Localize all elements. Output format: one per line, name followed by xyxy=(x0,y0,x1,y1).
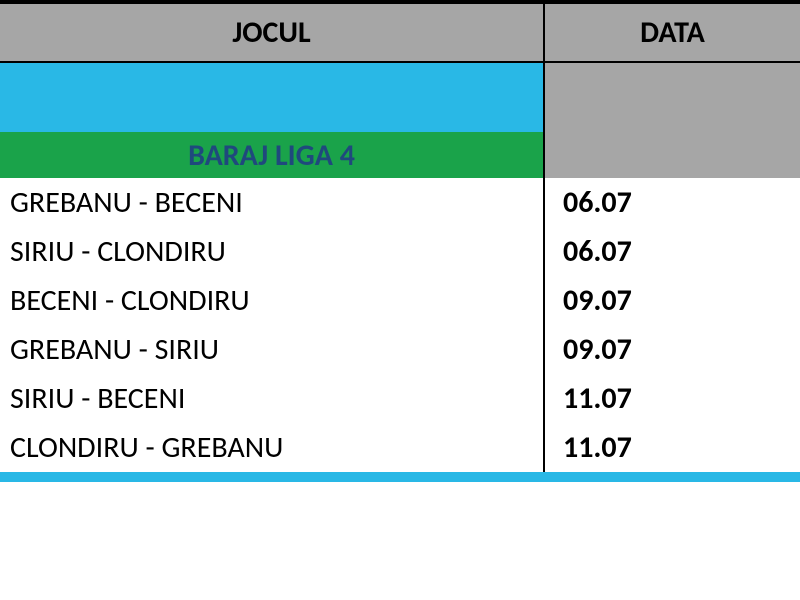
match-date: 06.07 xyxy=(544,227,800,276)
spacer-blue-cell xyxy=(0,62,544,132)
header-row: JOCUL DATA xyxy=(0,2,800,62)
match-date: 09.07 xyxy=(544,276,800,325)
section-row: BARAJ LIGA 4 xyxy=(0,132,800,178)
footer-strip xyxy=(0,472,800,482)
match-fixture: BECENI - CLONDIRU xyxy=(0,276,544,325)
spacer-gray-cell xyxy=(544,62,800,132)
match-date: 11.07 xyxy=(544,423,800,472)
header-jocul: JOCUL xyxy=(0,2,544,62)
match-date: 09.07 xyxy=(544,325,800,374)
match-fixture: GREBANU - BECENI xyxy=(0,178,544,227)
table-row: SIRIU - BECENI 11.07 xyxy=(0,374,800,423)
match-fixture: SIRIU - BECENI xyxy=(0,374,544,423)
match-fixture: SIRIU - CLONDIRU xyxy=(0,227,544,276)
spacer-row xyxy=(0,62,800,132)
header-data: DATA xyxy=(544,2,800,62)
match-date: 11.07 xyxy=(544,374,800,423)
match-fixture: GREBANU - SIRIU xyxy=(0,325,544,374)
section-empty-cell xyxy=(544,132,800,178)
table-row: SIRIU - CLONDIRU 06.07 xyxy=(0,227,800,276)
match-fixture: CLONDIRU - GREBANU xyxy=(0,423,544,472)
section-title: BARAJ LIGA 4 xyxy=(0,132,544,178)
table-row: GREBANU - SIRIU 09.07 xyxy=(0,325,800,374)
footer-strip-cell xyxy=(0,472,800,482)
table-row: CLONDIRU - GREBANU 11.07 xyxy=(0,423,800,472)
table-row: BECENI - CLONDIRU 09.07 xyxy=(0,276,800,325)
schedule-table: JOCUL DATA BARAJ LIGA 4 GREBANU - BECENI… xyxy=(0,0,800,482)
table-row: GREBANU - BECENI 06.07 xyxy=(0,178,800,227)
match-date: 06.07 xyxy=(544,178,800,227)
